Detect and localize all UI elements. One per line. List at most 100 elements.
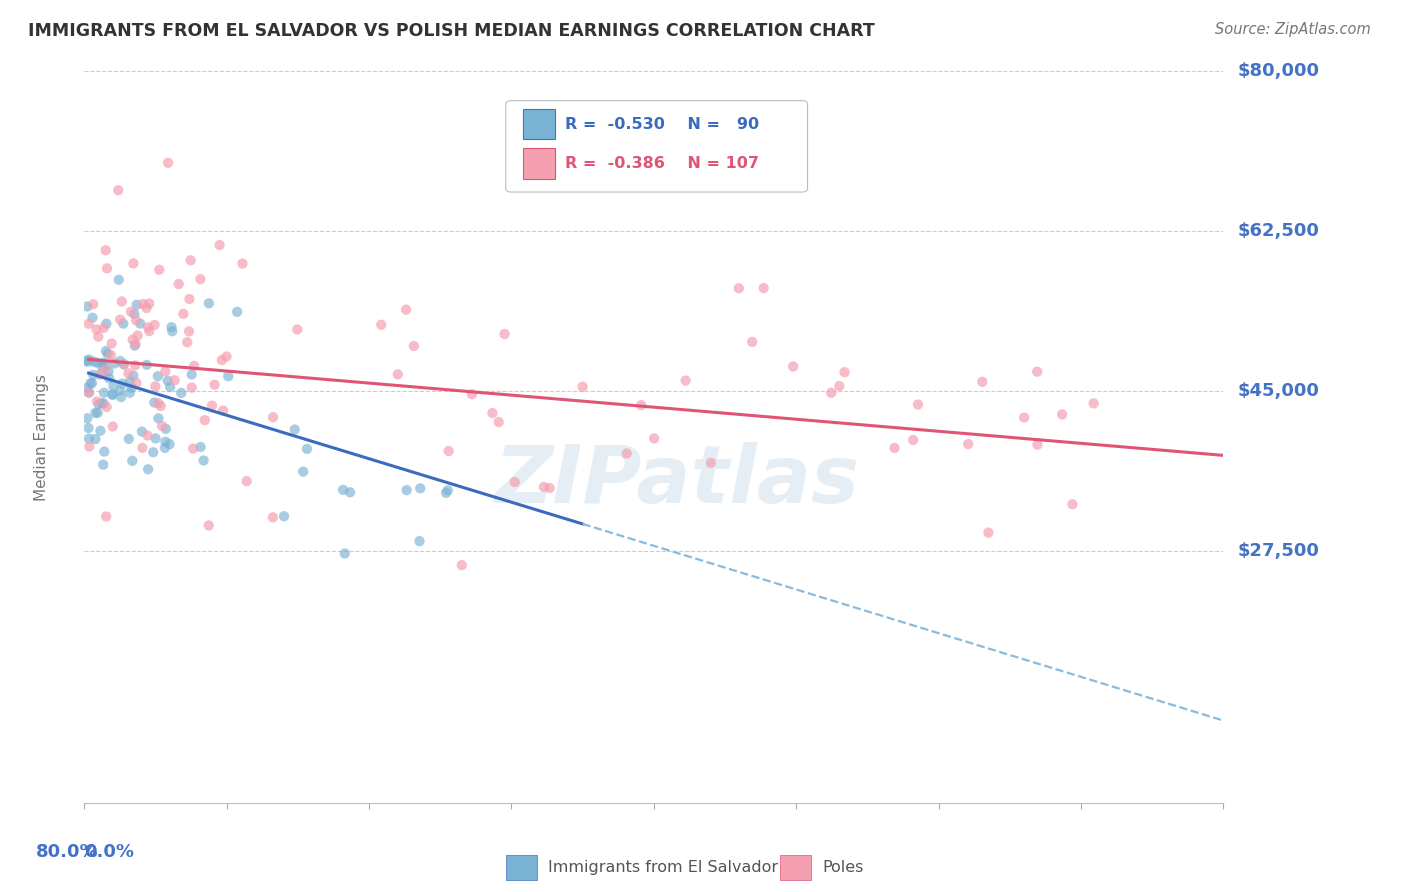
Point bbox=[96, 261, 118, 276]
Point bbox=[107, 183, 129, 197]
Point bbox=[136, 462, 159, 476]
Point bbox=[91, 359, 114, 374]
Point bbox=[93, 396, 115, 410]
Point bbox=[94, 343, 117, 358]
Text: IMMIGRANTS FROM EL SALVADOR VS POLISH MEDIAN EARNINGS CORRELATION CHART: IMMIGRANTS FROM EL SALVADOR VS POLISH ME… bbox=[28, 22, 875, 40]
Point bbox=[101, 419, 124, 434]
Point bbox=[153, 441, 176, 455]
Point bbox=[262, 410, 284, 425]
Point bbox=[434, 486, 457, 500]
Point bbox=[76, 353, 98, 368]
Point bbox=[94, 363, 117, 377]
Point bbox=[77, 317, 100, 331]
Point bbox=[122, 368, 145, 383]
Point bbox=[86, 406, 108, 420]
Point bbox=[370, 318, 392, 332]
Point bbox=[121, 333, 143, 347]
Text: R =  -0.386    N = 107: R = -0.386 N = 107 bbox=[565, 156, 759, 171]
Point bbox=[112, 317, 135, 331]
Point bbox=[131, 425, 153, 439]
Point bbox=[117, 367, 139, 381]
Point bbox=[217, 369, 239, 384]
Point bbox=[162, 324, 184, 338]
Point bbox=[752, 281, 775, 295]
Point bbox=[201, 399, 224, 413]
Point bbox=[110, 390, 132, 404]
Point bbox=[138, 296, 160, 310]
Point bbox=[93, 321, 115, 335]
Point bbox=[782, 359, 804, 374]
Point bbox=[129, 317, 152, 331]
Point bbox=[96, 400, 118, 414]
Point bbox=[112, 358, 135, 372]
Point bbox=[834, 365, 856, 379]
Point bbox=[1026, 365, 1049, 379]
Point bbox=[146, 369, 169, 384]
Point bbox=[143, 395, 166, 409]
Point bbox=[163, 373, 186, 387]
Point bbox=[409, 481, 432, 495]
Point bbox=[124, 307, 146, 321]
Point bbox=[86, 356, 108, 370]
Point bbox=[957, 437, 980, 451]
Point bbox=[124, 359, 146, 373]
Point bbox=[118, 385, 141, 400]
Point bbox=[180, 368, 202, 382]
Point bbox=[160, 320, 183, 334]
Point bbox=[91, 356, 114, 370]
Point bbox=[188, 272, 211, 286]
Point bbox=[503, 475, 526, 489]
Bar bbox=[523, 109, 555, 139]
Point bbox=[215, 350, 238, 364]
Point bbox=[332, 483, 354, 497]
Point bbox=[231, 256, 253, 270]
Point bbox=[159, 437, 181, 451]
Point bbox=[90, 367, 112, 381]
Point bbox=[461, 387, 484, 401]
Point bbox=[82, 297, 104, 311]
Point bbox=[901, 433, 924, 447]
Point bbox=[179, 292, 201, 306]
Point bbox=[262, 510, 284, 524]
Point bbox=[121, 381, 143, 395]
Text: $45,000: $45,000 bbox=[1237, 383, 1319, 401]
Point bbox=[148, 262, 170, 277]
Point bbox=[89, 424, 111, 438]
Point bbox=[84, 432, 107, 446]
Point bbox=[488, 415, 510, 429]
Bar bbox=[523, 148, 555, 179]
Point bbox=[124, 337, 146, 351]
Point bbox=[150, 419, 173, 434]
Point bbox=[395, 302, 418, 317]
Point bbox=[170, 386, 193, 401]
Point bbox=[79, 440, 101, 454]
Point bbox=[828, 379, 851, 393]
Point bbox=[97, 364, 120, 378]
Point bbox=[77, 432, 100, 446]
Point bbox=[82, 310, 104, 325]
Point bbox=[155, 364, 177, 378]
Point bbox=[148, 411, 170, 425]
Point bbox=[76, 355, 98, 369]
Point bbox=[494, 326, 516, 341]
Point bbox=[339, 485, 361, 500]
Point bbox=[90, 396, 112, 410]
Point bbox=[91, 458, 114, 472]
Point bbox=[727, 281, 749, 295]
Point bbox=[395, 483, 418, 498]
FancyBboxPatch shape bbox=[506, 101, 807, 192]
Point bbox=[138, 324, 160, 338]
Text: Source: ZipAtlas.com: Source: ZipAtlas.com bbox=[1215, 22, 1371, 37]
Point bbox=[167, 277, 190, 291]
Point bbox=[156, 374, 179, 388]
Point bbox=[93, 385, 115, 400]
Point bbox=[481, 406, 503, 420]
Point bbox=[284, 423, 307, 437]
Point bbox=[235, 474, 257, 488]
Text: $80,000: $80,000 bbox=[1237, 62, 1319, 80]
Point bbox=[145, 432, 167, 446]
Point bbox=[1050, 408, 1073, 422]
Point bbox=[80, 376, 103, 391]
Point bbox=[675, 374, 697, 388]
Point bbox=[180, 381, 202, 395]
